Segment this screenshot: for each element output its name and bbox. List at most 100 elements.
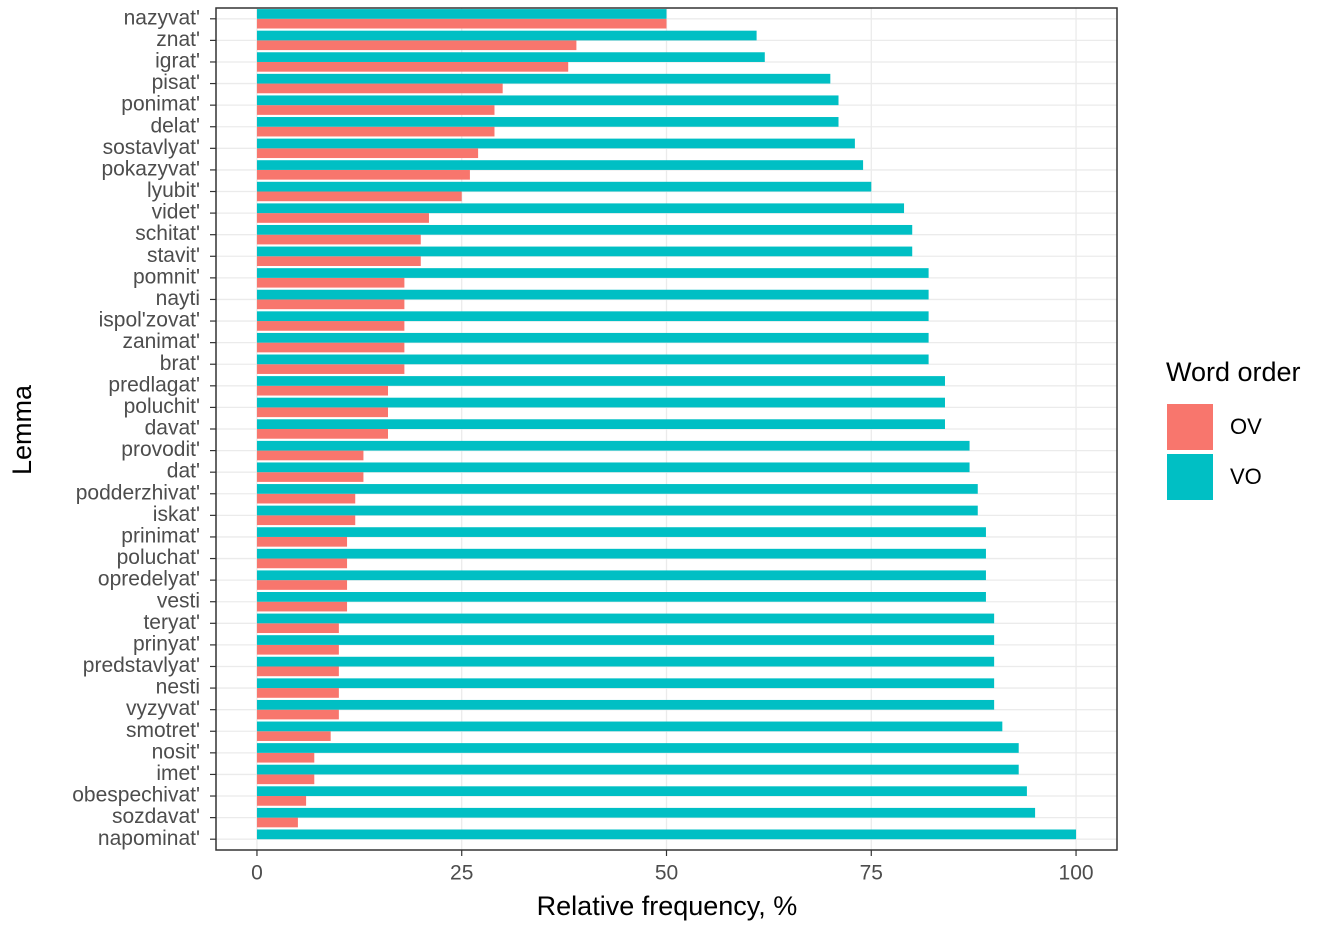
y-tick-label: brat' [160,352,200,375]
y-tick-label: pisat' [152,71,200,94]
bar [256,505,978,516]
legend-swatch [1167,454,1213,500]
y-tick-label: prinyat' [133,632,200,655]
bar [256,9,667,19]
bar [256,169,470,180]
bar [256,95,839,106]
x-tick-label: 75 [860,862,883,885]
bar [256,462,970,473]
bar [256,376,945,386]
bar [256,558,348,569]
bar [256,656,995,667]
bar [256,407,389,418]
y-tick-label: schitat' [135,222,200,245]
y-tick-label: teryat' [143,611,200,634]
bar [256,30,757,41]
y-tick-label: lyubit' [147,179,200,202]
legend-swatch [1167,404,1213,450]
bar [256,796,307,806]
y-tick-label: napominat' [98,827,200,850]
bar [256,234,421,245]
y-tick-label: opredelyat' [98,568,200,591]
x-tick-label: 0 [251,862,263,885]
bar [256,277,405,288]
y-tick-label: davat' [145,417,200,440]
bar [256,515,356,526]
y-tick-label: pomnit' [133,265,200,288]
bar [256,678,995,689]
legend-title: Word order [1166,357,1301,387]
bar [256,203,905,214]
y-tick-label: ispol'zovat' [99,309,200,332]
bar [256,731,331,741]
bar [256,83,503,94]
bar [256,764,1019,775]
y-tick-label: dat' [167,460,200,483]
panel-border [215,7,1118,851]
bar [256,385,389,396]
bar [256,829,1077,840]
bar [256,160,864,170]
y-tick-label: predstavlyat' [83,654,200,677]
x-tick-label: 100 [1059,862,1094,885]
y-tick-label: vyzyvat' [126,697,200,720]
y-tick-label: stavit' [147,244,200,267]
y-tick-label: nosit' [152,740,200,763]
bar [256,688,339,698]
bar [256,786,1027,797]
bar [256,613,995,624]
bar [256,299,405,310]
bar [256,342,405,353]
bar [256,472,364,482]
bar [256,743,1019,753]
bar [256,484,978,494]
bar [256,73,831,84]
y-tick-label: ponimat' [121,93,200,116]
bar [256,364,405,374]
legend-label: VO [1230,464,1262,489]
y-tick-label: videt' [152,201,200,224]
bar [256,807,1036,818]
bar [256,246,913,257]
bar [256,332,929,343]
y-tick-label: poluchit' [124,395,200,418]
y-tick-label: poluchat' [117,546,200,569]
bar [256,570,986,581]
bar [256,419,945,429]
legend-label: OV [1230,414,1262,439]
y-tick-label: obespechivat' [72,784,200,807]
bar [256,321,405,331]
bar [256,774,315,785]
y-tick-label: pokazyvat' [101,157,200,180]
bar [256,721,1003,732]
y-tick-label: igrat' [155,50,200,73]
y-tick-label: nesti [156,676,200,699]
bar [256,268,929,278]
bar [256,213,429,223]
y-tick-label: sostavlyat' [103,136,200,159]
x-axis-title: Relative frequency, % [537,891,798,921]
y-tick-label: prinimat' [121,524,200,547]
bar [256,699,995,710]
x-tick-label: 25 [450,862,473,885]
bar [256,548,986,559]
y-tick-label: imet' [156,762,200,785]
y-tick-label: podderzhivat' [76,481,200,504]
bar [256,450,364,461]
bar [256,138,855,149]
bar [256,536,348,547]
y-tick-label: vesti [157,589,200,612]
bar [256,623,339,634]
bar [256,40,577,51]
y-tick-label: smotret' [126,719,200,742]
bar [256,493,356,504]
bar [256,126,495,137]
bar [256,61,569,72]
y-axis-title: Lemma [7,384,37,475]
y-tick-label: predlagat' [108,373,200,396]
bar [256,817,298,828]
bar [256,181,872,192]
bar [256,18,667,29]
y-tick-label: iskat' [153,503,200,526]
